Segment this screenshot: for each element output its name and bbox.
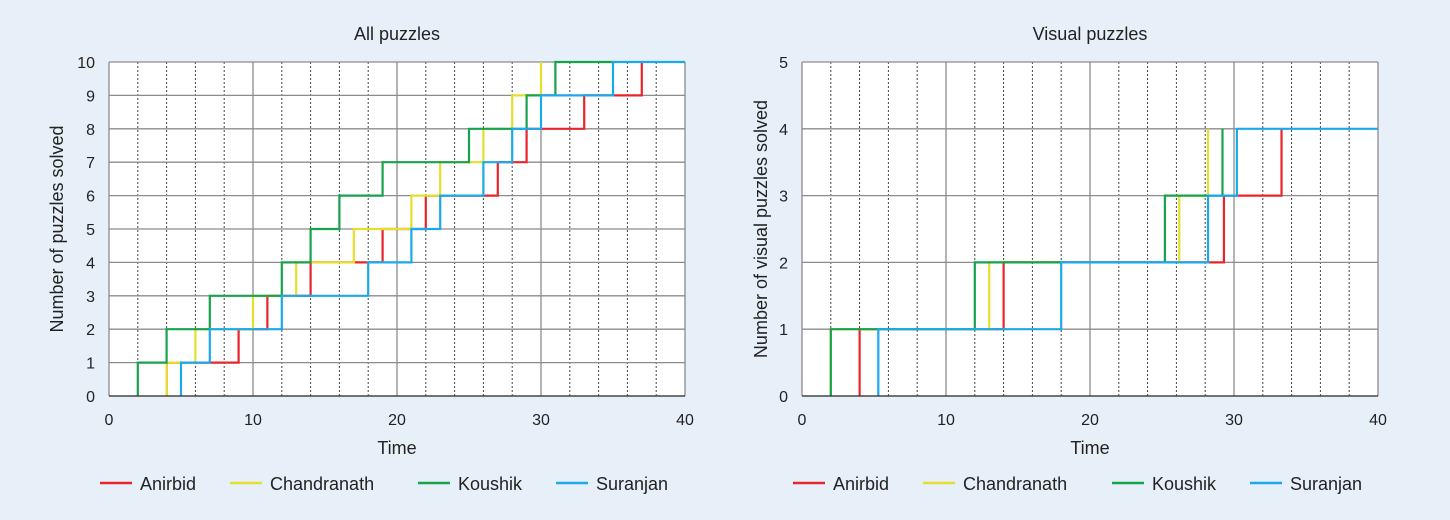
legend-entry: Suranjan	[596, 474, 668, 494]
x-tick-label: 30	[532, 412, 550, 429]
chart-title: All puzzles	[354, 24, 440, 44]
x-tick-label: 40	[1369, 412, 1387, 429]
legend-entry: Chandranath	[963, 474, 1067, 494]
x-tick-label: 0	[798, 412, 807, 429]
x-tick-label: 30	[1225, 412, 1243, 429]
legend-entry: Anirbid	[833, 474, 889, 494]
series-line-koushik	[136, 60, 613, 396]
x-axis-label: Time	[1070, 438, 1109, 458]
legend-entry: Koushik	[1152, 474, 1217, 494]
y-tick-label: 4	[779, 122, 788, 139]
legend-entry: Chandranath	[270, 474, 374, 494]
y-tick-label: 5	[86, 222, 95, 239]
y-tick-label: 1	[86, 356, 95, 373]
series-line-suranjan	[877, 127, 1378, 396]
series-line-suranjan	[179, 60, 685, 396]
y-tick-label: 4	[86, 255, 95, 272]
legend: Anirbid Chandranath Koushik Suranjan	[100, 474, 668, 494]
y-tick-label: 6	[86, 189, 95, 206]
legend-entry: Koushik	[458, 474, 523, 494]
x-tick-label: 0	[105, 412, 114, 429]
chart-1: 0 10 20 30 40 0 1 2 3 4 5 6 7 8 9 10 All puzzles Time Numb…	[47, 24, 694, 494]
x-tick-label: 40	[676, 412, 694, 429]
y-tick-label: 5	[779, 55, 788, 72]
legend-entry: Anirbid	[140, 474, 196, 494]
y-tick-label: 2	[86, 322, 95, 339]
x-tick-label: 20	[388, 412, 406, 429]
y-tick-label: 0	[779, 389, 788, 406]
y-axis-label: Number of puzzles solved	[47, 125, 67, 332]
y-tick-label: 0	[86, 389, 95, 406]
y-tick-label: 7	[86, 155, 95, 172]
chart-title: Visual puzzles	[1033, 24, 1148, 44]
y-axis-label: Number of visual puzzles solved	[751, 100, 771, 358]
y-tick-label: 8	[86, 122, 95, 139]
y-tick-label: 3	[779, 189, 788, 206]
y-tick-label: 3	[86, 289, 95, 306]
y-tick-label: 1	[779, 322, 788, 339]
y-tick-label: 10	[77, 55, 95, 72]
legend: Anirbid Chandranath Koushik Suranjan	[793, 474, 1362, 494]
chart-2: 0 10 20 30 40 0 1 2 3 4 5 Visual puzzles Time Number …	[751, 24, 1387, 494]
legend-entry: Suranjan	[1290, 474, 1362, 494]
y-tick-label: 9	[86, 88, 95, 105]
x-tick-label: 20	[1081, 412, 1099, 429]
x-tick-label: 10	[937, 412, 955, 429]
y-tick-label: 2	[779, 255, 788, 272]
x-axis-label: Time	[377, 438, 416, 458]
x-tick-label: 10	[244, 412, 262, 429]
